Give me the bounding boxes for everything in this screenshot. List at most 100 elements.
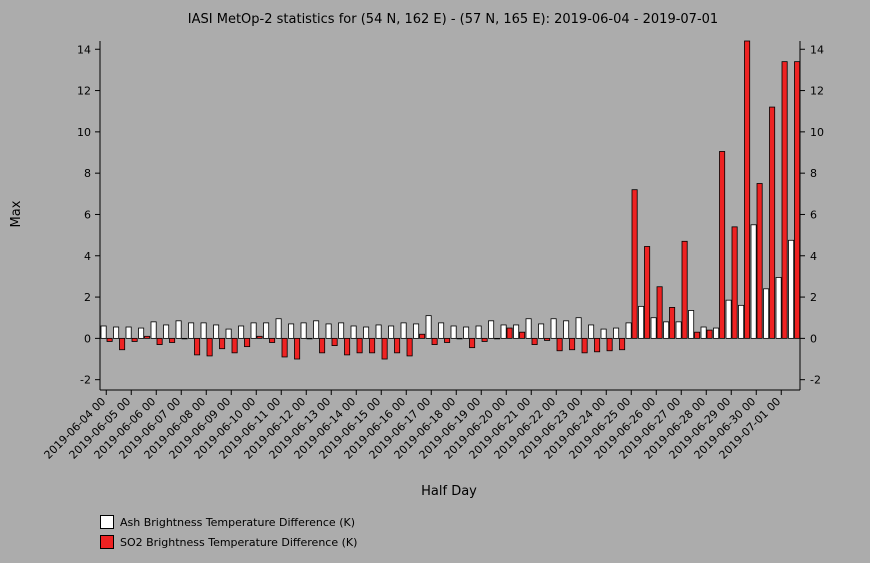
so2-bar xyxy=(719,151,726,339)
ash-bar xyxy=(663,321,670,339)
legend-item-ash: Ash Brightness Temperature Difference (K… xyxy=(100,512,357,532)
so2-bar xyxy=(419,333,426,339)
y-tick-label-left: 12 xyxy=(77,85,91,98)
so2-bar xyxy=(306,337,313,340)
ash-bar xyxy=(700,326,707,339)
so2-bar xyxy=(156,337,163,345)
so2-bar xyxy=(406,337,413,357)
ash-bar xyxy=(650,317,657,339)
legend-label-so2: SO2 Brightness Temperature Difference (K… xyxy=(120,535,358,549)
so2-bar xyxy=(694,331,701,339)
y-tick-label-left: 4 xyxy=(84,250,91,263)
so2-bar xyxy=(481,337,488,342)
so2-bar xyxy=(206,337,213,357)
so2-bar xyxy=(469,337,476,349)
ash-bar xyxy=(450,325,457,339)
so2-bar xyxy=(681,240,688,339)
ash-bar xyxy=(500,324,507,339)
so2-bar xyxy=(256,335,263,339)
so2-bar xyxy=(444,337,451,343)
so2-bar xyxy=(519,331,526,339)
y-tick-label-right: 12 xyxy=(810,85,824,98)
ash-bar xyxy=(438,322,445,339)
y-tick-label-right: 14 xyxy=(810,43,824,56)
ash-bar xyxy=(750,224,757,339)
so2-bar xyxy=(219,337,226,350)
ash-bar xyxy=(425,315,432,339)
y-tick-label-right: 6 xyxy=(810,208,817,221)
ash-bar xyxy=(375,324,382,339)
so2-bar xyxy=(281,337,288,358)
so2-bar xyxy=(656,286,663,339)
ash-bar xyxy=(638,305,645,339)
y-tick-label-right: 10 xyxy=(810,126,824,139)
so2-bar xyxy=(594,337,601,353)
ash-bar xyxy=(550,318,557,339)
ash-bar xyxy=(175,320,182,339)
so2-bar xyxy=(731,226,738,339)
so2-bar xyxy=(644,246,651,339)
so2-bar xyxy=(119,337,126,351)
ash-bar xyxy=(413,323,420,339)
so2-bar xyxy=(394,337,401,354)
legend: Ash Brightness Temperature Difference (K… xyxy=(100,512,357,552)
ash-bar xyxy=(725,299,732,339)
ash-bar xyxy=(200,322,207,339)
ash-bar xyxy=(275,318,282,339)
so2-bar xyxy=(781,61,788,339)
y-tick-label-left: 8 xyxy=(84,167,91,180)
so2-bar xyxy=(769,106,776,339)
so2-bar xyxy=(431,337,438,345)
ash-bar xyxy=(513,324,520,339)
ash-bar xyxy=(588,324,595,339)
ash-bar xyxy=(300,322,307,339)
so2-bar xyxy=(606,337,613,352)
ash-bar xyxy=(113,326,120,339)
y-tick-label-left: 10 xyxy=(77,126,91,139)
ash-bar xyxy=(713,327,720,339)
so2-bar xyxy=(794,61,801,339)
ash-bar xyxy=(138,327,145,339)
so2-bar xyxy=(581,337,588,354)
ash-bar xyxy=(338,322,345,339)
so2-bar xyxy=(506,327,513,339)
ash-bar xyxy=(763,288,770,339)
ash-bar xyxy=(263,322,270,339)
legend-swatch-so2 xyxy=(100,535,114,549)
ash-bar xyxy=(788,239,795,339)
so2-bar xyxy=(169,337,176,343)
so2-bar xyxy=(356,337,363,354)
so2-bar xyxy=(494,337,501,340)
y-tick-label-left: -2 xyxy=(80,374,91,387)
y-tick-label-left: 6 xyxy=(84,208,91,221)
so2-bar xyxy=(319,337,326,354)
ash-bar xyxy=(100,325,107,339)
y-tick-label-left: 0 xyxy=(84,332,91,345)
ash-bar xyxy=(213,324,220,339)
ash-bar xyxy=(775,277,782,339)
ash-bar xyxy=(688,310,695,339)
ash-bar xyxy=(475,325,482,339)
ash-bar xyxy=(163,324,170,339)
so2-bar xyxy=(556,337,563,352)
so2-bar xyxy=(756,183,763,339)
x-axis-label: Half Day xyxy=(421,484,477,499)
so2-bar xyxy=(706,329,713,339)
so2-bar xyxy=(269,337,276,343)
so2-bar xyxy=(194,337,201,356)
so2-bar xyxy=(131,337,138,342)
y-tick-label-right: 0 xyxy=(810,332,817,345)
so2-bar xyxy=(531,337,538,345)
so2-bar xyxy=(181,337,188,340)
y-tick-label-right: 8 xyxy=(810,167,817,180)
so2-bar xyxy=(231,337,238,354)
legend-label-ash: Ash Brightness Temperature Difference (K… xyxy=(120,515,355,529)
so2-bar xyxy=(106,337,113,342)
ash-bar xyxy=(538,323,545,339)
so2-bar xyxy=(744,40,751,339)
so2-bar xyxy=(381,337,388,360)
so2-bar xyxy=(331,337,338,346)
so2-bar xyxy=(619,337,626,351)
